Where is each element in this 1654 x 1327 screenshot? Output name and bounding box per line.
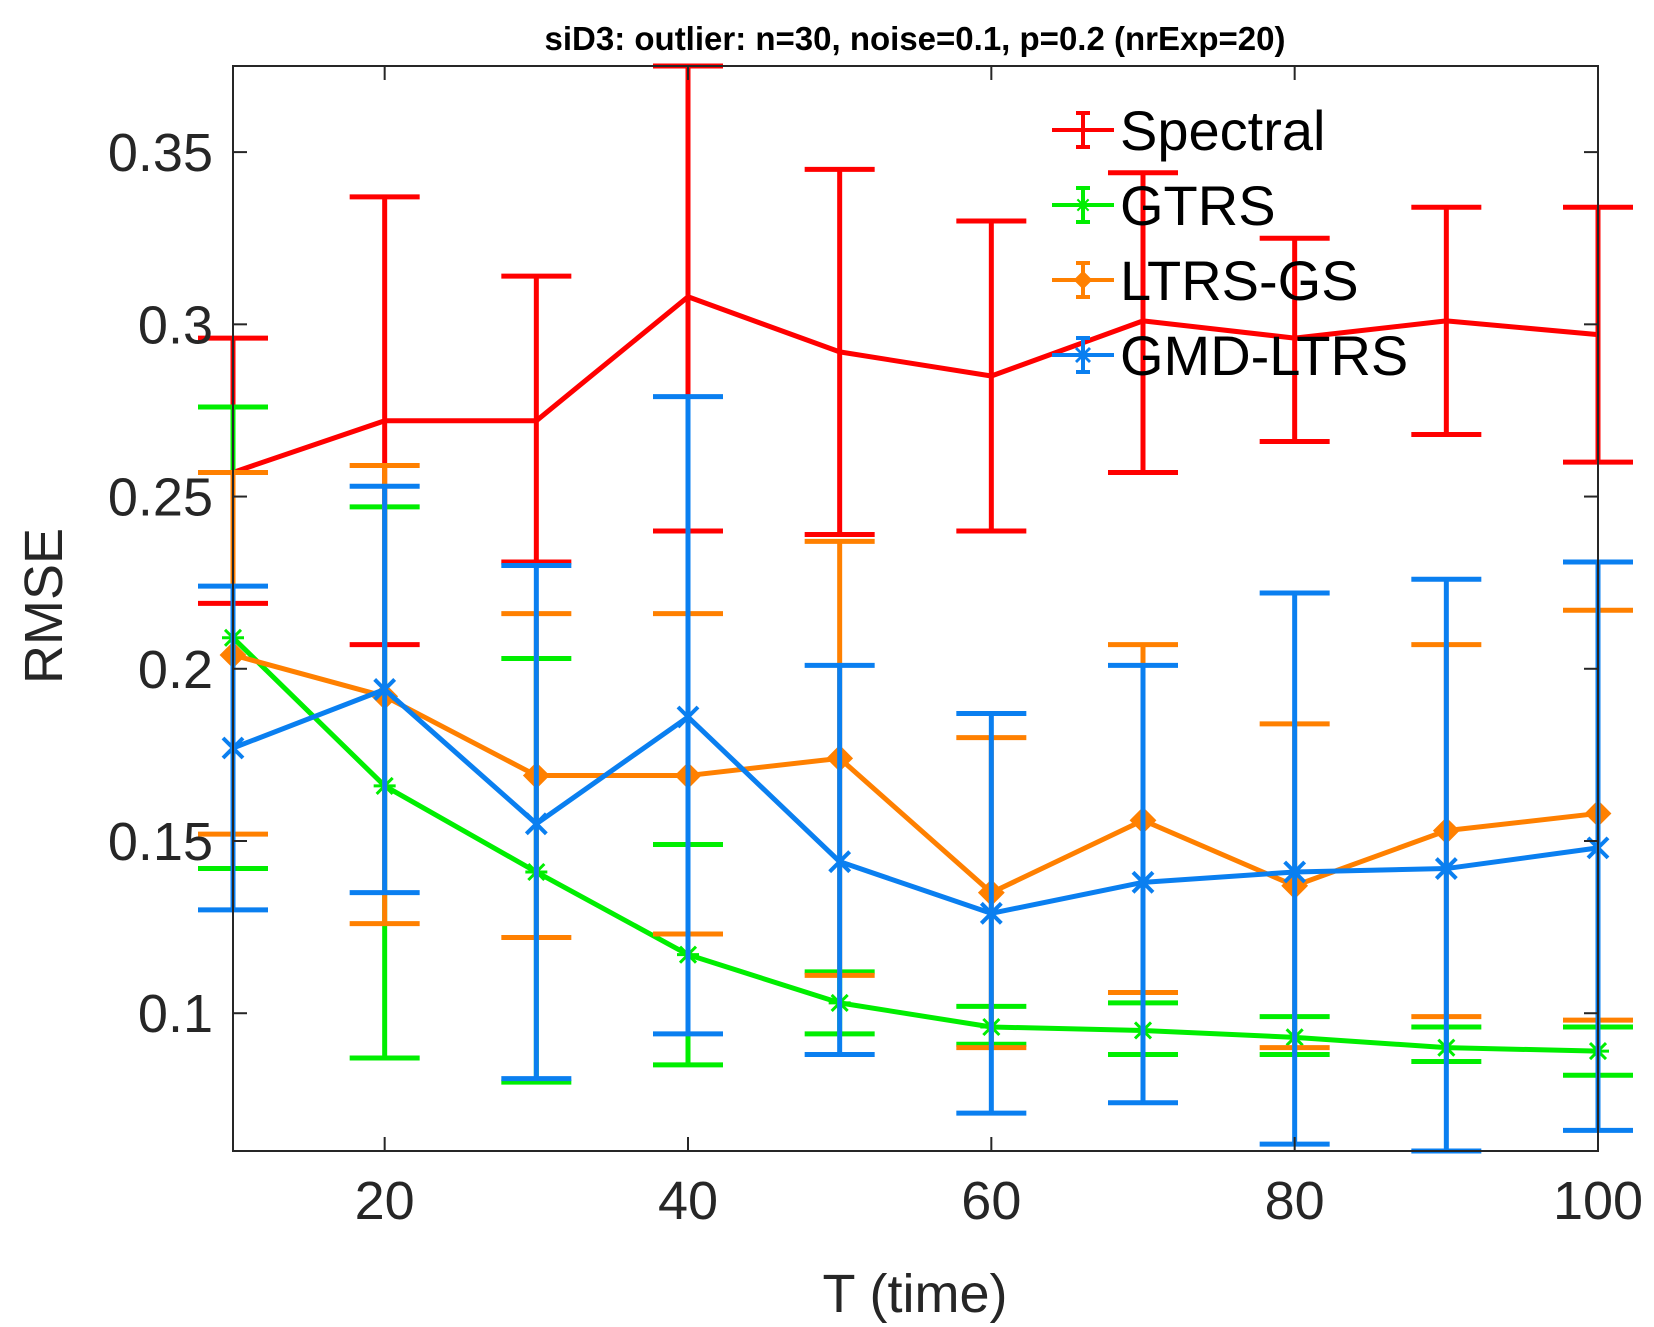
marker-stroke bbox=[1131, 870, 1155, 894]
series-spectral bbox=[198, 63, 1633, 648]
legend-marker bbox=[1075, 347, 1091, 363]
y-tick-label: 0.35 bbox=[108, 123, 213, 183]
y-tick-label: 0.2 bbox=[138, 640, 213, 700]
marker-stroke bbox=[1076, 198, 1090, 212]
data-point bbox=[1434, 857, 1458, 880]
series-ltrs-gs bbox=[198, 463, 1633, 1051]
y-tick-label: 0.3 bbox=[138, 295, 213, 355]
legend-item-gmd-ltrs: GMD-LTRS bbox=[1052, 324, 1408, 387]
legend-label: GMD-LTRS bbox=[1120, 324, 1408, 387]
series-layer bbox=[198, 63, 1633, 1154]
marker-stroke bbox=[373, 678, 397, 701]
x-tick-label: 80 bbox=[1265, 1171, 1325, 1231]
x-axis-label: T (time) bbox=[823, 1264, 1008, 1324]
series-line bbox=[232, 652, 1599, 896]
data-point bbox=[373, 678, 397, 701]
x-tick-label: 20 bbox=[355, 1171, 415, 1231]
data-point bbox=[979, 901, 1003, 925]
data-point bbox=[524, 812, 548, 836]
chart-title: siD3: outlier: n=30, noise=0.1, p=0.2 (n… bbox=[545, 20, 1286, 57]
data-point bbox=[828, 850, 852, 874]
marker-stroke bbox=[979, 901, 1003, 925]
legend-item-ltrs-gs: LTRS-GS bbox=[1052, 249, 1359, 312]
series-gmd-ltrs bbox=[198, 394, 1633, 1154]
legend-label: GTRS bbox=[1120, 174, 1276, 237]
axes-layer: 20 40 60 80 100 0.1 0.15 0.2 0.25 0.3 0.35 bbox=[108, 65, 1643, 1231]
legend-label: Spectral bbox=[1120, 99, 1325, 162]
legend-item-spectral: Spectral bbox=[1052, 99, 1325, 162]
x-tick-label: 40 bbox=[658, 1171, 718, 1231]
legend-item-gtrs: GTRS bbox=[1052, 174, 1276, 237]
y-tick-label: 0.1 bbox=[138, 984, 213, 1044]
marker-shape bbox=[1073, 270, 1093, 290]
x-tick-label: 100 bbox=[1553, 1171, 1643, 1231]
legend-marker bbox=[1075, 197, 1091, 213]
legend: Spectral GTRS LTRS-GS GMD-LTRS bbox=[1052, 99, 1408, 387]
marker-stroke bbox=[676, 705, 700, 729]
y-tick-label: 0.25 bbox=[108, 468, 213, 528]
data-point bbox=[1131, 870, 1155, 894]
series-line bbox=[232, 294, 1599, 475]
series-gtrs bbox=[198, 404, 1633, 1085]
plot-box bbox=[232, 65, 1599, 1152]
x-tick-label: 60 bbox=[961, 1171, 1021, 1231]
data-point bbox=[676, 705, 700, 729]
marker-stroke bbox=[1075, 347, 1091, 363]
legend-label: LTRS-GS bbox=[1120, 249, 1359, 312]
marker-stroke bbox=[1283, 860, 1307, 884]
series-line bbox=[231, 635, 1599, 1054]
marker-stroke bbox=[524, 812, 548, 836]
series-line bbox=[232, 686, 1599, 916]
y-axis-label: RMSE bbox=[14, 528, 74, 684]
data-point bbox=[1283, 860, 1307, 884]
error-bar bbox=[1259, 590, 1330, 1147]
y-tick-label: 0.15 bbox=[108, 812, 213, 872]
marker-stroke bbox=[1434, 857, 1458, 880]
legend-marker bbox=[1073, 270, 1093, 290]
marker-stroke bbox=[828, 850, 852, 874]
